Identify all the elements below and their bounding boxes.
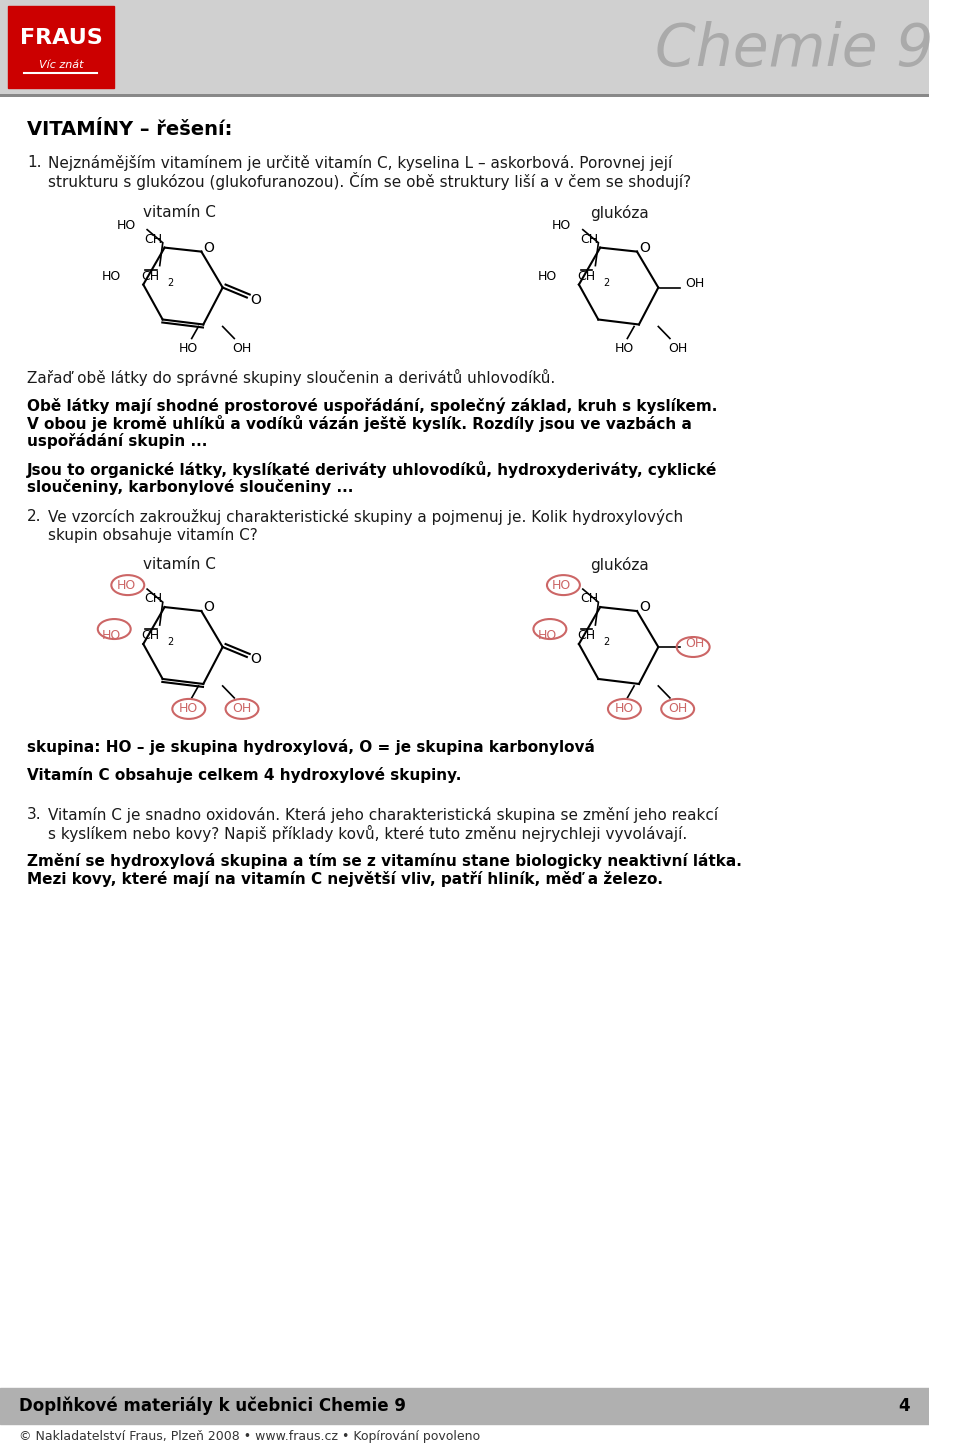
Text: OH: OH bbox=[232, 701, 252, 714]
Text: OH: OH bbox=[685, 278, 705, 291]
Text: vitamín C: vitamín C bbox=[143, 557, 216, 573]
Text: OH: OH bbox=[685, 636, 705, 649]
Text: s kyslíkem nebo kovy? Napiš příklady kovů, které tuto změnu nejrychleji vyvoláva: s kyslíkem nebo kovy? Napiš příklady kov… bbox=[48, 824, 687, 842]
Text: VITAMÍNY – řešení:: VITAMÍNY – řešení: bbox=[27, 120, 232, 139]
Text: © Nakladatelství Fraus, Plzeň 2008 • www.fraus.cz • Kopírování povoleno: © Nakladatelství Fraus, Plzeň 2008 • www… bbox=[19, 1430, 481, 1443]
Text: CH: CH bbox=[580, 591, 598, 604]
Text: 3.: 3. bbox=[27, 807, 41, 821]
Text: O: O bbox=[204, 600, 214, 615]
Text: CH: CH bbox=[577, 629, 595, 642]
Text: Ve vzorcích zakroužkuj charakteristické skupiny a pojmenuj je. Kolik hydroxylový: Ve vzorcích zakroužkuj charakteristické … bbox=[48, 509, 684, 525]
Text: V obou je kromě uhlíků a vodíků vázán ještě kyslík. Rozdíly jsou ve vazbách a: V obou je kromě uhlíků a vodíků vázán je… bbox=[27, 415, 692, 432]
Text: CH: CH bbox=[142, 269, 159, 282]
Text: CH: CH bbox=[145, 591, 162, 604]
Text: O: O bbox=[639, 240, 650, 254]
Text: HO: HO bbox=[116, 578, 135, 591]
Bar bbox=[0, 1388, 929, 1424]
Text: FRAUS: FRAUS bbox=[19, 27, 103, 48]
Text: strukturu s glukózou (glukofuranozou). Čím se obě struktury liší a v čem se shod: strukturu s glukózou (glukofuranozou). Č… bbox=[48, 172, 691, 189]
Text: HO: HO bbox=[116, 220, 135, 233]
Text: Jsou to organické látky, kyslíkaté deriváty uhlovodíků, hydroxyderiváty, cyklick: Jsou to organické látky, kyslíkaté deriv… bbox=[27, 461, 717, 479]
Text: Vitamín C je snadno oxidován. Která jeho charakteristická skupina se změní jeho : Vitamín C je snadno oxidován. Která jeho… bbox=[48, 807, 718, 823]
Text: 4: 4 bbox=[899, 1397, 910, 1414]
Text: 2: 2 bbox=[167, 278, 174, 288]
Text: O: O bbox=[204, 240, 214, 254]
Text: Víc znát: Víc znát bbox=[38, 59, 84, 69]
Text: HO: HO bbox=[614, 701, 634, 714]
Text: OH: OH bbox=[668, 343, 687, 356]
Text: OH: OH bbox=[232, 343, 252, 356]
Text: 2.: 2. bbox=[27, 509, 41, 525]
Text: Změní se hydroxylová skupina a tím se z vitamínu stane biologicky neaktivní látk: Změní se hydroxylová skupina a tím se z … bbox=[27, 853, 742, 869]
Bar bbox=[0, 0, 929, 95]
Text: vitamín C: vitamín C bbox=[143, 205, 216, 220]
Text: skupin obsahuje vitamín C?: skupin obsahuje vitamín C? bbox=[48, 528, 258, 544]
Text: CH: CH bbox=[145, 233, 162, 246]
Text: HO: HO bbox=[552, 578, 571, 591]
Text: HO: HO bbox=[180, 343, 199, 356]
Text: glukóza: glukóza bbox=[590, 205, 649, 221]
Text: Vitamín C obsahuje celkem 4 hydroxylové skupiny.: Vitamín C obsahuje celkem 4 hydroxylové … bbox=[27, 766, 462, 782]
Text: 2: 2 bbox=[167, 638, 174, 646]
Text: CH: CH bbox=[577, 269, 595, 282]
Text: O: O bbox=[639, 600, 650, 615]
Text: HO: HO bbox=[102, 269, 121, 282]
Text: 2: 2 bbox=[603, 638, 610, 646]
Text: O: O bbox=[250, 292, 261, 307]
Text: 2: 2 bbox=[603, 278, 610, 288]
Text: CH: CH bbox=[580, 233, 598, 246]
Text: Chemie 9: Chemie 9 bbox=[655, 22, 933, 78]
Text: sloučeniny, karbonylové sloučeniny ...: sloučeniny, karbonylové sloučeniny ... bbox=[27, 479, 353, 496]
Text: Doplňkové materiály k učebnici Chemie 9: Doplňkové materiály k učebnici Chemie 9 bbox=[19, 1397, 406, 1416]
Bar bbox=[8, 6, 114, 88]
Text: CH: CH bbox=[142, 629, 159, 642]
Text: Zařaď obě látky do správné skupiny sloučenin a derivátů uhlovodíků.: Zařaď obě látky do správné skupiny slouč… bbox=[27, 369, 555, 386]
Text: Obě látky mají shodné prostorové uspořádání, společný základ, kruh s kyslíkem.: Obě látky mají shodné prostorové uspořád… bbox=[27, 398, 717, 414]
Text: Nejznámějším vitamínem je určitě vitamín C, kyselina L – askorbová. Porovnej jej: Nejznámějším vitamínem je určitě vitamín… bbox=[48, 155, 673, 171]
Text: glukóza: glukóza bbox=[590, 557, 649, 573]
Text: skupina: HO – je skupina hydroxylová, O = je skupina karbonylová: skupina: HO – je skupina hydroxylová, O … bbox=[27, 739, 595, 755]
Text: HO: HO bbox=[552, 220, 571, 233]
Text: O: O bbox=[250, 652, 261, 667]
Text: 1.: 1. bbox=[27, 155, 41, 169]
Text: HO: HO bbox=[614, 343, 634, 356]
Text: OH: OH bbox=[668, 701, 687, 714]
Text: HO: HO bbox=[102, 629, 121, 642]
Text: HO: HO bbox=[180, 701, 199, 714]
Text: uspořádání skupin ...: uspořádání skupin ... bbox=[27, 434, 207, 450]
Text: HO: HO bbox=[538, 629, 557, 642]
Text: Mezi kovy, které mají na vitamín C největší vliv, patří hliník, měď a železo.: Mezi kovy, které mají na vitamín C nejvě… bbox=[27, 870, 663, 886]
Text: HO: HO bbox=[538, 269, 557, 282]
